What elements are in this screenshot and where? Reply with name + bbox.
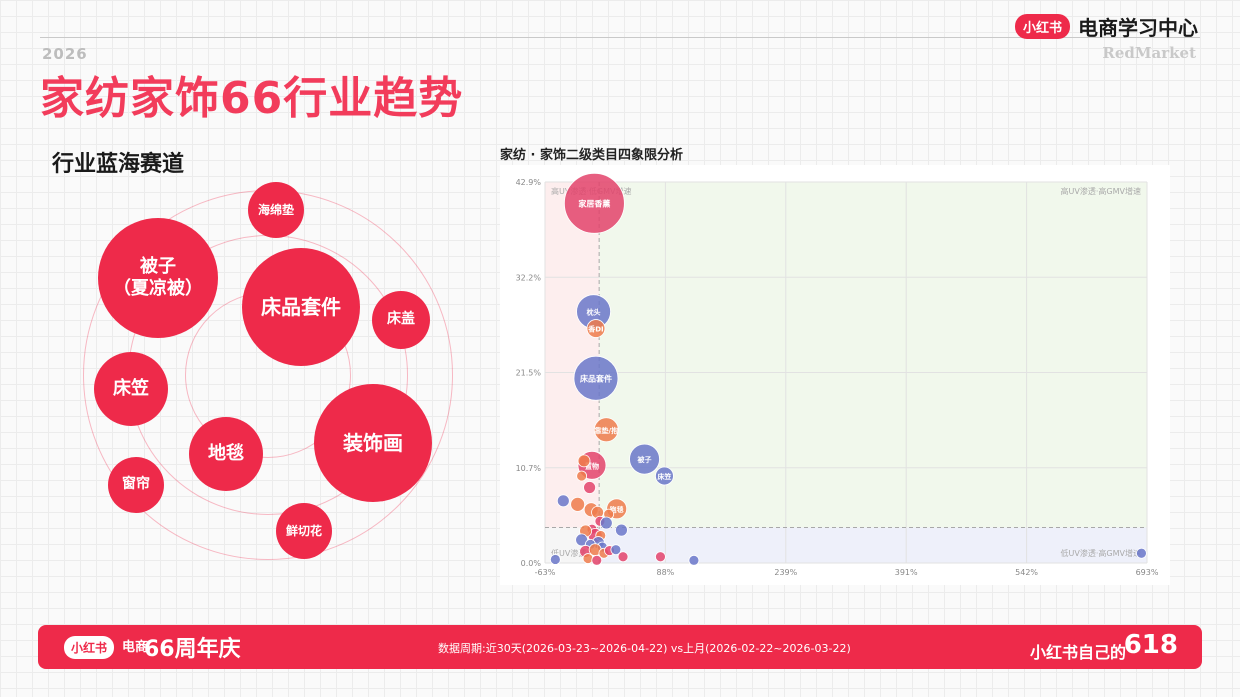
brand: 小红书 电商学习中心 (1014, 12, 1198, 41)
quadrant-label-bottom-right: 低UV渗透·高GMV增速 (1061, 548, 1141, 558)
brand-center-name: 电商学习中心 (1078, 16, 1198, 40)
scatter-point: 床品套件 (573, 355, 619, 401)
y-tick-label: 42.9% (516, 178, 542, 187)
scatter-point (599, 516, 613, 530)
footer-bar: 小红书 电商 66周年庆 数据周期:近30天(2026-03-23~2026-0… (38, 625, 1202, 669)
footer-anniversary: 66周年庆 (144, 637, 241, 662)
scatter-bubble (586, 319, 606, 338)
scatter-bubble (688, 554, 700, 566)
page-title: 家纺家饰66行业趋势 (40, 73, 464, 124)
y-tick-label: 10.7% (516, 464, 542, 473)
scatter-point: 家居香薰 (563, 172, 625, 234)
bubble-bedspread: 床盖 (372, 291, 430, 349)
quadrant-chart-svg: -63% 88% 239% 391% 542% 693% 0.0% 10.7% 21.5% 32.… (516, 172, 1159, 577)
scatter-label: 靠垫/抱 (595, 426, 619, 435)
y-tick-label: 21.5% (516, 369, 542, 378)
scatter-bubble (549, 554, 561, 565)
scatter-point (556, 494, 570, 508)
scatter-bubble (629, 443, 660, 475)
bubble-curtain: 窗帘 (108, 457, 164, 513)
scatter-point (591, 554, 603, 566)
x-tick-label: 239% (774, 568, 797, 577)
scatter-bubble (615, 523, 628, 537)
x-tick-label: 391% (895, 568, 918, 577)
scatter-bubble (1136, 547, 1147, 559)
scatter-point: 香DI (586, 319, 606, 338)
scatter-bubble (573, 355, 619, 401)
scatter-label: 置物 (585, 461, 599, 470)
scatter-bubble (582, 553, 594, 564)
footer-slogan: 小红书自己的 (1029, 643, 1126, 662)
scatter-point: 靠垫/抱 (593, 417, 619, 443)
footer-logo: 小红书 (64, 636, 115, 659)
bubble-quilt: 被子 （夏凉被） (98, 218, 218, 338)
scatter-point (549, 554, 561, 565)
scatter-point (688, 554, 700, 566)
brand-logo: 小红书 (1014, 14, 1070, 39)
quadrant-label-bottom-left: 低UV渗透 (551, 548, 586, 558)
scatter-point (576, 470, 588, 482)
scatter-bubble (570, 496, 586, 512)
scatter-point (1136, 547, 1147, 559)
scatter-label: 床笠 (657, 472, 671, 481)
scatter-point (617, 551, 629, 563)
scatter-point: 床笠 (655, 466, 674, 486)
bubble-sponge-pad: 海绵垫 (248, 182, 304, 238)
year-label: 2026 (42, 45, 88, 63)
scatter-label: 跑毯 (610, 505, 624, 514)
scatter-bubble (576, 470, 588, 482)
scatter-bubble (577, 454, 591, 468)
scatter-bubble (563, 172, 625, 234)
scatter-point (615, 523, 628, 537)
y-tick-label: 32.2% (516, 273, 542, 282)
scatter-bubble (617, 551, 629, 563)
scatter-label: 枕头 (587, 308, 601, 317)
x-tick-label: 693% (1136, 568, 1159, 577)
scatter-bubble (655, 551, 666, 563)
scatter-point (583, 481, 596, 494)
brand-sub: RedMarket (1102, 44, 1196, 62)
x-tick-label: 88% (657, 568, 675, 577)
scatter-bubble (556, 494, 570, 508)
scatter-bubble (655, 466, 674, 486)
bubble-cut-flowers: 鲜切花 (276, 503, 332, 559)
scatter-bubble (610, 544, 622, 556)
quadrant-chart: -63% 88% 239% 391% 542% 693% 0.0% 10.7% 21.5% 32.… (500, 165, 1170, 585)
bubble-fitted-sheet: 床笠 (94, 352, 168, 426)
y-tick-label: 0.0% (521, 559, 542, 568)
bubble-bedding-set: 床品套件 (242, 248, 360, 366)
footer-tag: 电商 (122, 640, 149, 655)
chart-title: 家纺 · 家饰二级类目四象限分析 (500, 148, 683, 163)
scatter-label: 床品套件 (580, 373, 612, 383)
footer-data-period: 数据周期:近30天(2026-03-23~2026-04-22) vs上月(20… (438, 642, 851, 655)
scatter-point: 被子 (629, 443, 660, 475)
scatter-point (570, 496, 586, 512)
bubble-cluster: 海绵垫 被子 （夏凉被） 床品套件 床盖 床笠 地毯 装饰画 窗帘 鲜切花 (70, 175, 470, 570)
scatter-point (577, 454, 591, 468)
scatter-label: 香DI (587, 325, 603, 334)
bubble-decorative-painting: 装饰画 (314, 384, 432, 502)
quadrant-top-right-bg (599, 182, 1147, 528)
scatter-bubble (593, 417, 619, 443)
bubble-carpet: 地毯 (189, 417, 263, 491)
header-divider (40, 37, 1200, 38)
scatter-bubble (583, 481, 596, 494)
x-tick-label: -63% (535, 568, 556, 577)
scatter-point (582, 553, 594, 564)
x-tick-label: 542% (1015, 568, 1038, 577)
scatter-bubble (591, 554, 603, 566)
scatter-bubble (599, 516, 613, 530)
scatter-label: 被子 (638, 455, 652, 464)
section-subtitle: 行业蓝海赛道 (52, 152, 185, 177)
scatter-point (610, 544, 622, 556)
quadrant-label-top-right: 高UV渗透·高GMV增速 (1061, 186, 1141, 196)
scatter-label: 家居香薰 (578, 198, 610, 208)
scatter-point (655, 551, 666, 563)
footer-618: 618 (1123, 630, 1178, 660)
